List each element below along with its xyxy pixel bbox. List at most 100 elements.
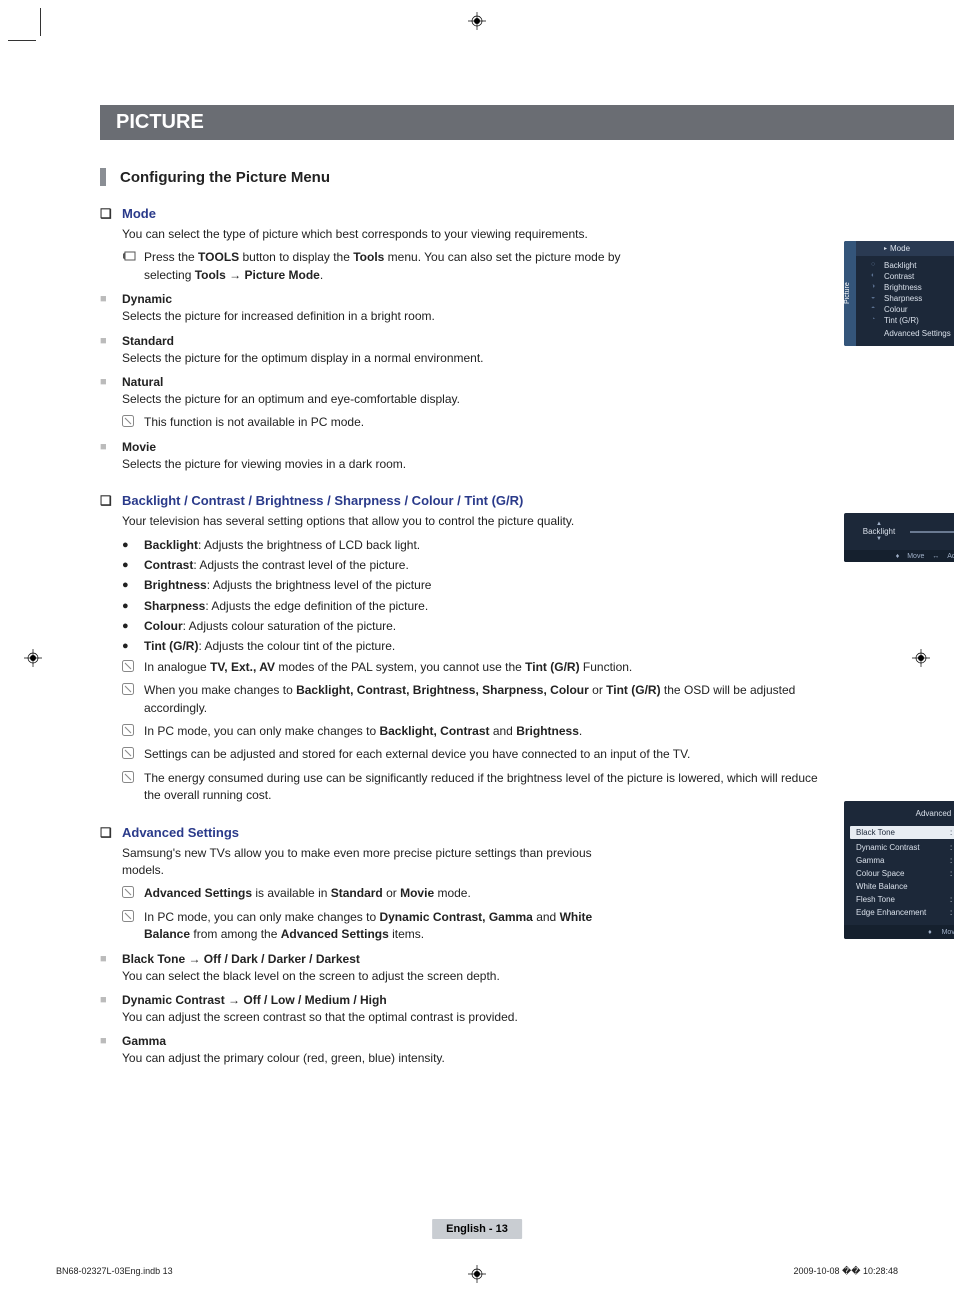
note-icon [122, 746, 144, 763]
osd-row-label: White Balance [856, 882, 950, 891]
item-title: Natural [122, 375, 163, 389]
osd-footer-hints: ♦ Move ⏎ Enter ↶ Return [844, 925, 954, 939]
osd-row-label: Advanced Settings [871, 326, 954, 338]
osd-row-label: Edge Enhancement [856, 908, 950, 917]
body-text: You can select the black level on the sc… [122, 968, 822, 985]
osd-panel-title: Advanced Settings [850, 805, 954, 822]
q-bullet-icon: ❏ [100, 493, 122, 509]
osd-slider-track[interactable] [910, 531, 954, 533]
osd-row-label: Gamma [856, 856, 950, 865]
body-text: Tint (G/R): Adjusts the colour tint of t… [144, 638, 822, 655]
osd-row[interactable]: Colour Space: Native [850, 867, 954, 880]
osd-row-value [950, 882, 954, 891]
item-title: Dynamic Contrast → Off / Low / Medium / … [122, 993, 387, 1007]
list-item: ●Sharpness: Adjusts the edge definition … [122, 598, 822, 615]
body-text: You can adjust the screen contrast so th… [122, 1009, 822, 1026]
q-bullet-icon: ❏ [100, 206, 122, 222]
body-text: Samsung's new TVs allow you to make even… [122, 845, 632, 880]
osd-picture-menu: Picture ▸ Mode : Standard ▶ ○Backlight: … [844, 241, 954, 346]
note-icon [122, 909, 144, 944]
bullet-icon: ● [122, 638, 144, 655]
osd-row-value: : Off [950, 828, 954, 837]
osd-row-value: : On [950, 908, 954, 917]
body-text: Selects the picture for viewing movies i… [122, 456, 632, 473]
heading-accent-bar [100, 168, 106, 186]
osd-row-label: Backlight [884, 261, 954, 270]
subsection-title: Mode [122, 206, 156, 222]
osd-row[interactable]: Dynamic Contrast: Medium [850, 841, 954, 854]
osd-side-label: Picture [844, 241, 856, 346]
square-bullet-icon: ■ [100, 993, 122, 1007]
osd-row-value: : 0 [950, 895, 954, 904]
square-bullet-icon: ■ [100, 1034, 122, 1048]
bullet-icon: ● [122, 598, 144, 615]
osd-row-label: Sharpness [884, 294, 954, 303]
note-text: This function is not available in PC mod… [144, 414, 632, 431]
square-bullet-icon: ■ [100, 292, 122, 306]
osd-row[interactable]: Edge Enhancement: On [850, 906, 954, 919]
body-text: Selects the picture for an optimum and e… [122, 391, 632, 408]
body-text: You can adjust the primary colour (red, … [122, 1050, 822, 1067]
osd-row[interactable]: Gamma: 0 [850, 854, 954, 867]
osd-row-label: Colour Space [856, 869, 950, 878]
item-title: Dynamic [122, 292, 172, 306]
note-text: In PC mode, you can only make changes to… [144, 909, 632, 944]
osd-row-label: Dynamic Contrast [856, 843, 950, 852]
note-text: The energy consumed during use can be si… [144, 770, 822, 805]
chapter-title: PICTURE [100, 105, 954, 140]
registration-mark-icon [24, 649, 42, 667]
note-text: Settings can be adjusted and stored for … [144, 746, 822, 763]
body-text: Selects the picture for increased defini… [122, 308, 632, 325]
subsection-title: Advanced Settings [122, 825, 239, 841]
square-bullet-icon: ■ [100, 375, 122, 389]
print-timestamp: 2009-10-08 �� 10:28:48 [793, 1266, 898, 1277]
osd-row[interactable]: White Balance [850, 880, 954, 893]
osd-footer-hints: ♦ Move ↔ Adjust ⏎ Enter ↶ Return [844, 550, 954, 562]
osd-row-value: : Medium [950, 843, 954, 852]
note-icon [122, 682, 144, 717]
osd-row-label: Colour [884, 305, 954, 314]
body-text: You can select the type of picture which… [122, 226, 632, 243]
caret-down-icon: ▼ [854, 536, 904, 542]
square-bullet-icon: ■ [100, 440, 122, 454]
body-text: Sharpness: Adjusts the edge definition o… [144, 598, 822, 615]
note-text: Advanced Settings is available in Standa… [144, 885, 632, 902]
osd-row[interactable]: Flesh Tone: 0 [850, 893, 954, 906]
note-text: In PC mode, you can only make changes to… [144, 723, 822, 740]
square-bullet-icon: ■ [100, 952, 122, 966]
item-title: Gamma [122, 1034, 166, 1048]
osd-side-icon: ○ [871, 261, 884, 270]
osd-row[interactable]: Black Tone: Off▶ [850, 826, 954, 839]
osd-side-icon: ◐ [871, 272, 884, 281]
page-number: English - 13 [432, 1219, 522, 1239]
body-text: Backlight: Adjusts the brightness of LCD… [144, 537, 822, 554]
note-text: When you make changes to Backlight, Cont… [144, 682, 822, 717]
list-item: ●Tint (G/R): Adjusts the colour tint of … [122, 638, 822, 655]
q-bullet-icon: ❏ [100, 825, 122, 841]
osd-slider-label: Backlight [854, 527, 904, 536]
square-bullet-icon: ■ [100, 334, 122, 348]
body-text: Brightness: Adjusts the brightness level… [144, 577, 822, 594]
body-text: Colour: Adjusts colour saturation of the… [144, 618, 822, 635]
osd-row-label: Tint (G/R) [884, 316, 954, 325]
list-item: ●Brightness: Adjusts the brightness leve… [122, 577, 822, 594]
body-text: Your television has several setting opti… [122, 513, 632, 530]
bullet-icon: ● [122, 618, 144, 635]
note-icon [122, 414, 144, 431]
item-title: Black Tone → Off / Dark / Darker / Darke… [122, 952, 360, 966]
note-icon [122, 659, 144, 676]
caret-right-icon: ▸ [884, 245, 887, 252]
item-title: Standard [122, 334, 174, 348]
note-icon [122, 770, 144, 805]
osd-side-icon: ◒ [871, 294, 884, 303]
osd-slider-panel: ▲ Backlight ▼ 7 ♦ Move ↔ Adjust ⏎ Enter … [844, 513, 954, 562]
osd-row-label: Mode [890, 244, 954, 253]
osd-row-label: Flesh Tone [856, 895, 950, 904]
list-item: ●Contrast: Adjusts the contrast level of… [122, 557, 822, 574]
bullet-icon: ● [122, 537, 144, 554]
registration-mark-icon [468, 12, 486, 30]
note-text: In analogue TV, Ext., AV modes of the PA… [144, 659, 822, 676]
bullet-icon: ● [122, 557, 144, 574]
body-text: Selects the picture for the optimum disp… [122, 350, 632, 367]
body-text: Press the TOOLS button to display the To… [144, 249, 632, 284]
